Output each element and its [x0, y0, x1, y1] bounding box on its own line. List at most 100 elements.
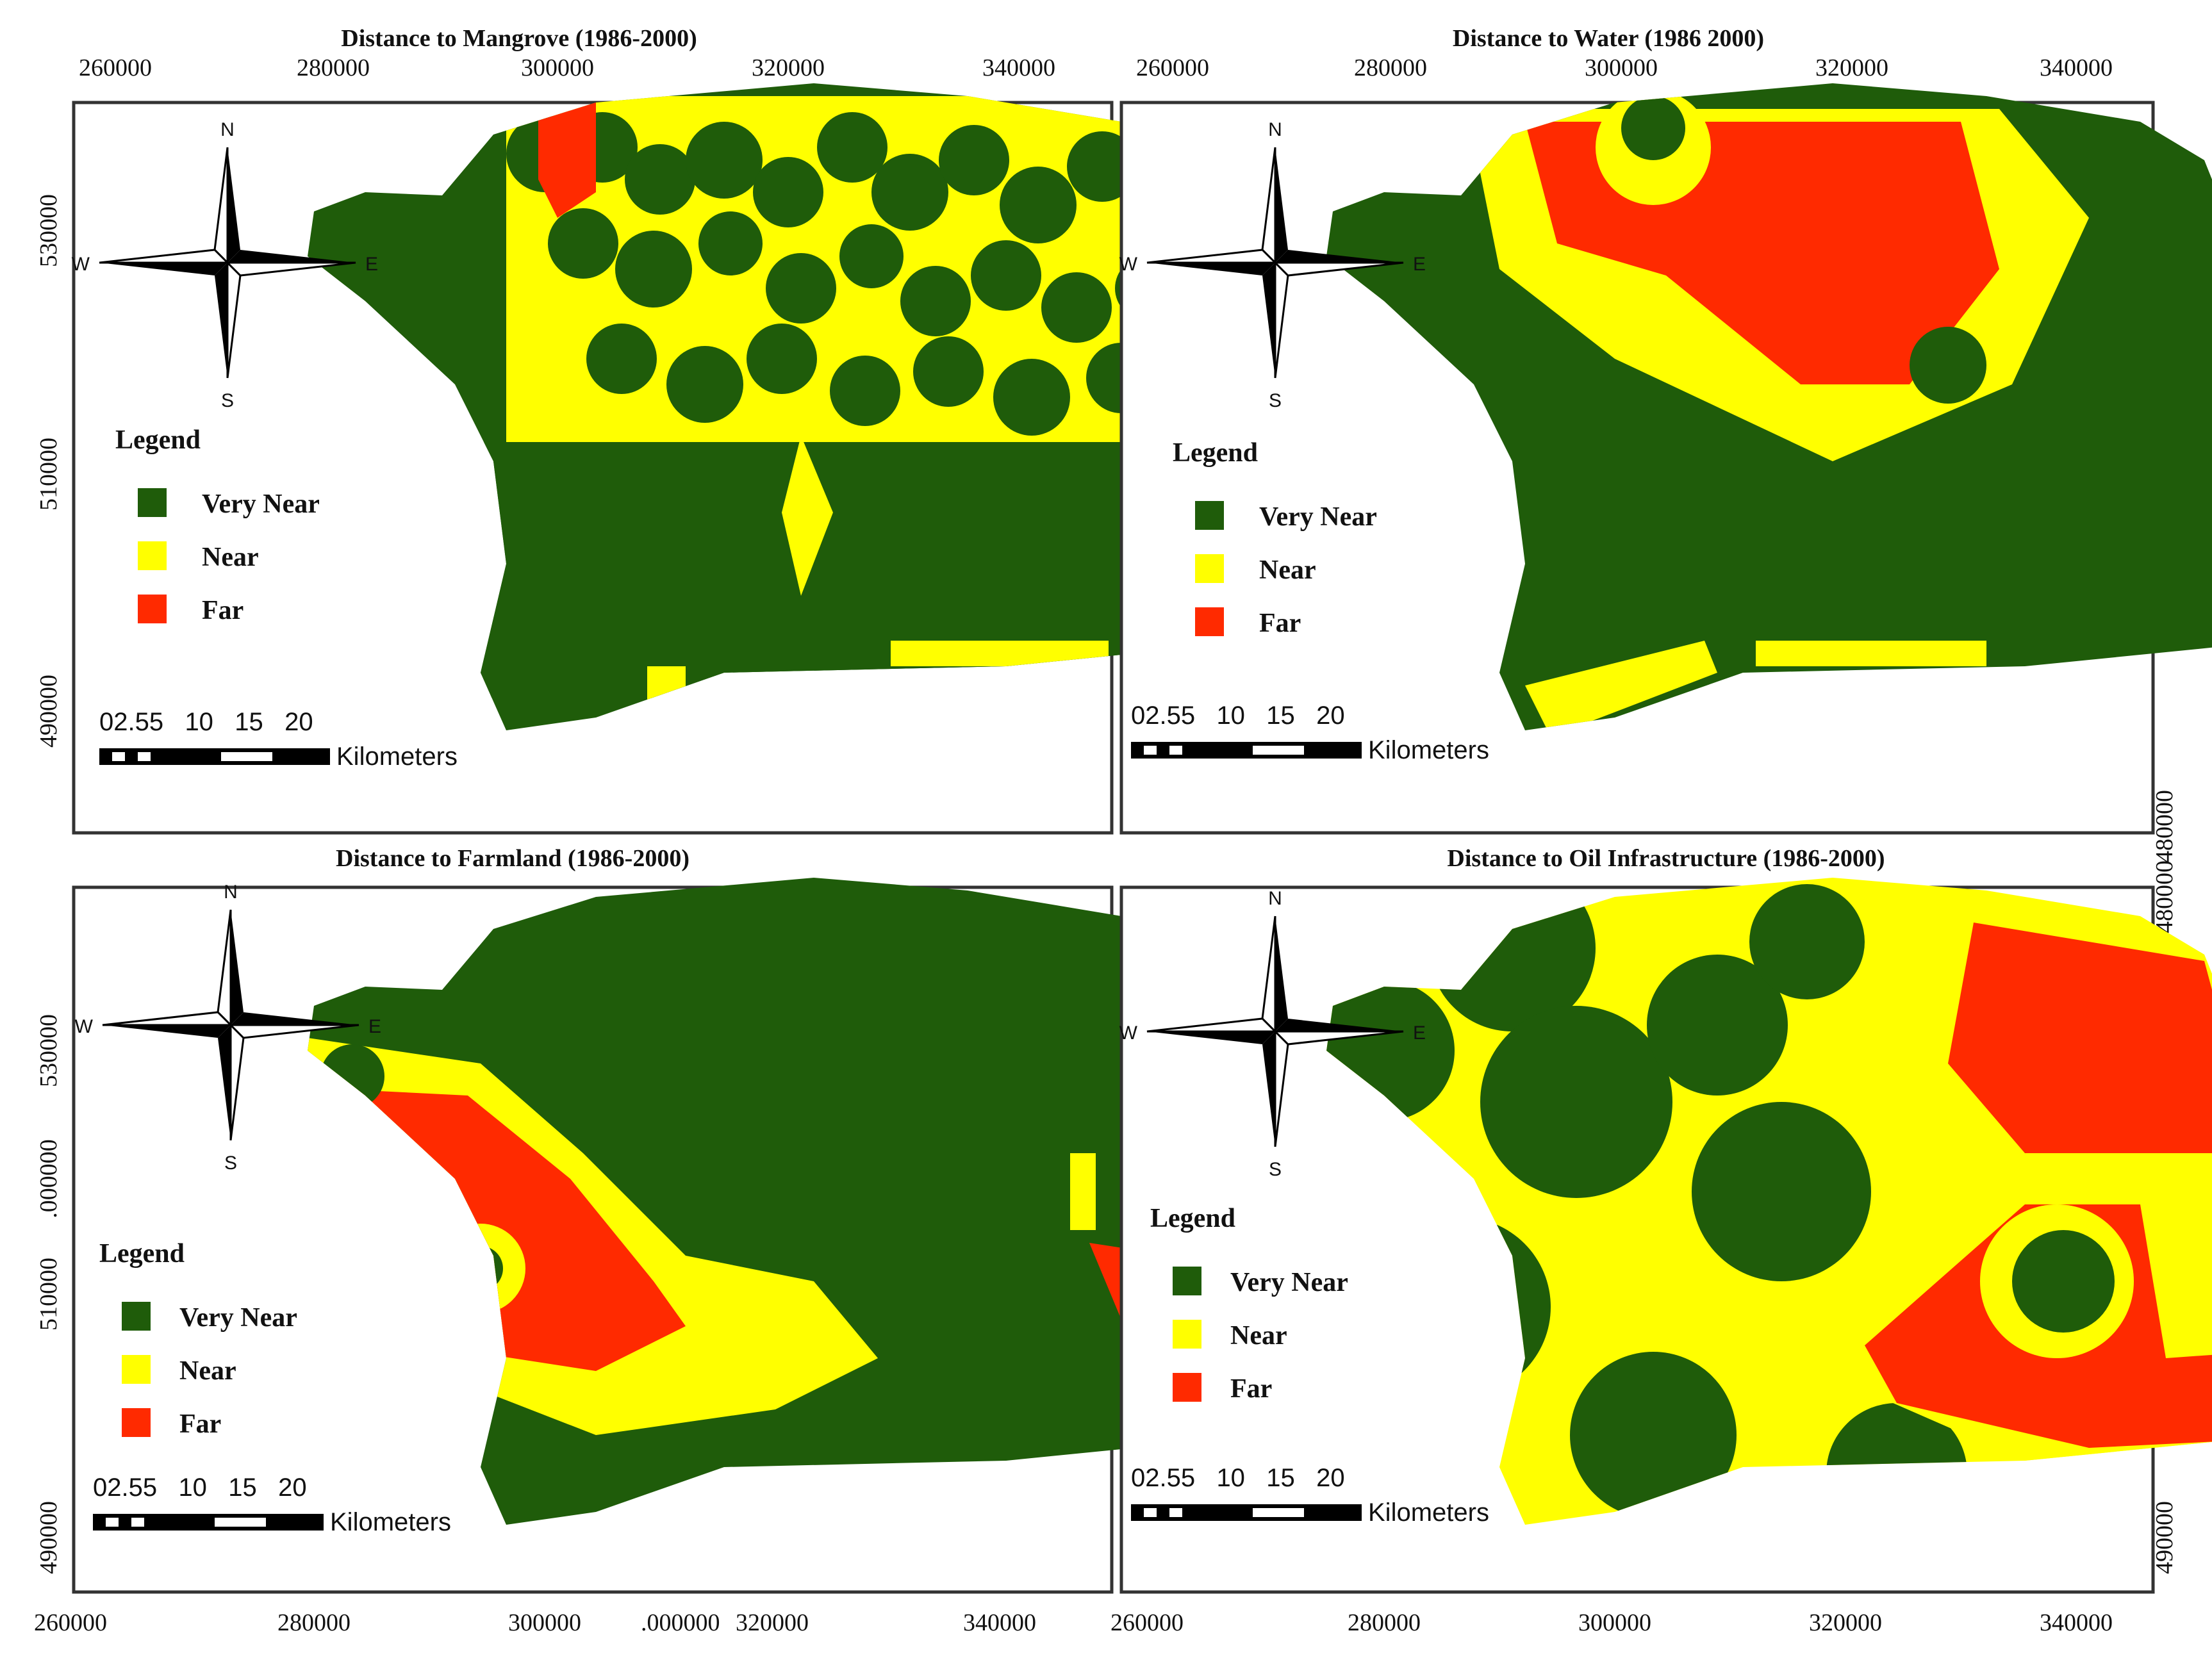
legend-label: Far	[1230, 1374, 1272, 1404]
compass-south: S	[224, 1153, 237, 1174]
legend-swatch-far	[138, 595, 167, 623]
legend-swatch-very-near	[1195, 501, 1224, 530]
y-tick: 490000	[2151, 1501, 2178, 1574]
legend-label: Very Near	[179, 1303, 297, 1333]
scale-ticks: 02.55 10 15 20	[1131, 702, 1345, 730]
panel-title: Distance to Water (1986 2000)	[1453, 25, 1764, 52]
legend-label: Near	[179, 1356, 236, 1386]
x-tick: 340000	[982, 54, 1055, 81]
map-raster	[1326, 83, 2212, 730]
legend-swatch-near	[122, 1355, 151, 1384]
legend-swatch-far	[1195, 607, 1224, 636]
scale-bar: 02.55 10 15 20 Kilometers	[1131, 702, 1489, 764]
scale-unit: Kilometers	[1368, 736, 1489, 764]
compass-south: S	[1269, 390, 1282, 411]
panel-water: Distance to Water (1986 2000) 260000 280…	[1119, 25, 2212, 863]
y-tick: 480000	[2151, 860, 2178, 933]
compass-north: N	[1268, 888, 1282, 909]
scale-ticks: 02.55 10 15 20	[99, 708, 313, 736]
legend-swatch-near	[138, 541, 167, 570]
compass-south: S	[221, 390, 234, 411]
compass-west: W	[72, 254, 90, 275]
scale-unit: Kilometers	[336, 743, 458, 771]
legend-label: Far	[202, 596, 243, 625]
y-tick: 530000	[35, 194, 62, 267]
x-tick: 260000	[1110, 1609, 1184, 1636]
legend-label: Near	[1230, 1321, 1287, 1350]
legend-title: Legend	[1150, 1204, 1235, 1233]
x-tick: 260000	[79, 54, 152, 81]
x-tick: 280000	[1348, 1609, 1421, 1636]
x-tick: 280000	[297, 54, 370, 81]
x-tick: 340000	[963, 1609, 1036, 1636]
x-tick: 300000	[1585, 54, 1658, 81]
x-tick: 300000	[508, 1609, 581, 1636]
legend: Legend Very Near Near Far	[1173, 438, 1377, 638]
legend-swatch-very-near	[138, 488, 167, 517]
north-arrow: N S W E	[1119, 888, 1426, 1180]
y-tick: 510000	[35, 1258, 62, 1331]
compass-east: E	[365, 254, 378, 275]
panel-title: Distance to Oil Infrastructure (1986-200…	[1447, 845, 1885, 872]
x-axis-bottom: 260000 280000 300000 320000 340000 .0000…	[34, 1609, 1036, 1636]
scale-bar: 02.55 10 15 20 Kilometers	[1131, 1464, 1489, 1527]
x-axis-top: 260000 280000 300000 320000 340000	[1136, 54, 2113, 81]
legend-title: Legend	[115, 425, 201, 455]
legend-label: Very Near	[1230, 1268, 1348, 1297]
compass-south: S	[1269, 1159, 1282, 1180]
compass-west: W	[1119, 254, 1138, 275]
y-axis-left: 530000 510000 490000 .000000	[35, 1014, 62, 1574]
north-arrow: N S W E	[1119, 119, 1426, 411]
legend-label: Very Near	[1259, 502, 1377, 532]
legend: Legend Very Near Near Far	[115, 425, 320, 625]
compass-east: E	[1413, 1022, 1426, 1044]
x-tick: 320000	[1815, 54, 1888, 81]
x-axis-top: 260000 280000 300000 320000 340000	[79, 54, 1055, 81]
legend-label: Far	[1259, 609, 1301, 638]
x-tick: 300000	[521, 54, 594, 81]
legend-swatch-far	[122, 1408, 151, 1437]
y-axis-left: 530000 510000 490000	[35, 194, 62, 748]
x-tick: 260000	[1136, 54, 1209, 81]
x-tick: 320000	[752, 54, 825, 81]
legend-title: Legend	[1173, 438, 1258, 468]
x-axis-bottom: 260000 280000 300000 320000 340000	[1110, 1609, 2113, 1636]
scale-unit: Kilometers	[330, 1508, 451, 1536]
legend-label: Very Near	[202, 489, 320, 519]
legend-label: Near	[1259, 555, 1316, 585]
y-tick: 510000	[35, 438, 62, 511]
panel-title: Distance to Mangrove (1986-2000)	[341, 25, 697, 52]
compass-east: E	[1413, 254, 1426, 275]
x-tick: 280000	[1354, 54, 1427, 81]
legend-label: Far	[179, 1409, 221, 1439]
legend-title: Legend	[99, 1239, 185, 1268]
legend-swatch-very-near	[122, 1302, 151, 1331]
x-tick: 340000	[2040, 54, 2113, 81]
compass-north: N	[1268, 119, 1282, 140]
compass-north: N	[220, 119, 235, 140]
x-tick: 340000	[2040, 1609, 2113, 1636]
panel-title: Distance to Farmland (1986-2000)	[336, 845, 689, 872]
y-tick: 490000	[35, 675, 62, 748]
legend-swatch-near	[1173, 1320, 1201, 1349]
x-tick: 300000	[1578, 1609, 1651, 1636]
scale-ticks: 02.55 10 15 20	[93, 1473, 307, 1502]
x-tick: 260000	[34, 1609, 107, 1636]
x-tick: 280000	[277, 1609, 351, 1636]
scale-bar: 02.55 10 15 20 Kilometers	[93, 1473, 451, 1536]
scale-unit: Kilometers	[1368, 1498, 1489, 1527]
y-tick: 530000	[35, 1014, 62, 1087]
north-arrow: N S W E	[75, 882, 381, 1174]
x-tick: 320000	[736, 1609, 809, 1636]
legend-swatch-far	[1173, 1373, 1201, 1402]
y-tick: 490000	[35, 1501, 62, 1574]
compass-east: E	[368, 1016, 381, 1037]
compass-west: W	[75, 1016, 94, 1037]
panel-oil-infrastructure: Distance to Oil Infrastructure (1986-200…	[1110, 845, 2212, 1636]
scale-ticks: 02.55 10 15 20	[1131, 1464, 1345, 1492]
y-tick-suffix: .000000	[35, 1139, 62, 1219]
y-tick: 480000	[2151, 790, 2178, 863]
compass-west: W	[1119, 1022, 1138, 1044]
scale-bar: 02.55 10 15 20 Kilometers	[99, 708, 458, 771]
